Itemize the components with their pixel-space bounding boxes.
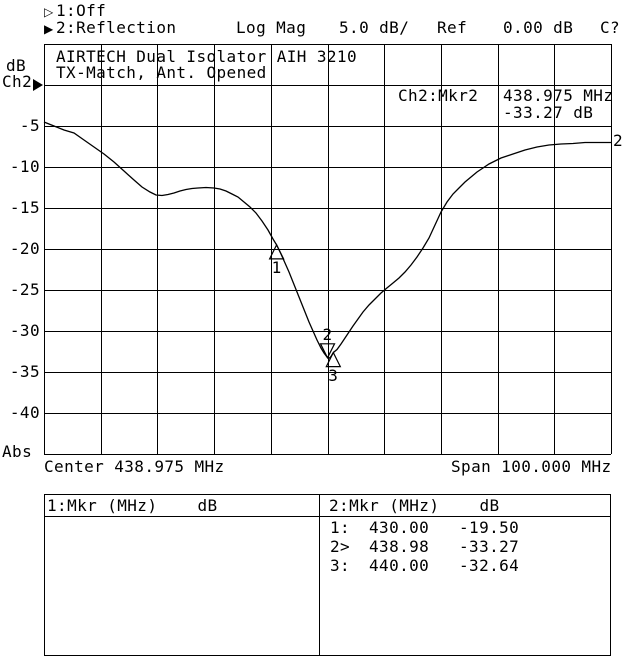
channel-label: Ch2 — [2, 72, 33, 91]
active-marker-symbol — [319, 343, 336, 360]
marker-table-header-underline — [45, 516, 610, 517]
marker-row-level: -19.50 — [459, 518, 520, 537]
marker-table-ch2-header: 2:Mkr (MHz) dB — [329, 496, 500, 515]
y-tick-label: -5 — [19, 116, 40, 135]
marker-table-divider — [319, 495, 320, 655]
marker-row-id: 3: — [330, 556, 351, 575]
center-frequency-label: Center 438.975 MHz — [44, 457, 225, 476]
marker-row-freq: 438.98 — [369, 537, 430, 556]
marker-symbol — [325, 351, 342, 368]
marker-row-level: -33.27 — [459, 537, 520, 556]
marker-row-id: 2> — [330, 537, 351, 556]
trace-number-label: 2 — [613, 131, 624, 150]
active-marker-freq: 438.975 MHz — [503, 86, 614, 105]
ch2-format-label: Log Mag — [236, 18, 307, 37]
ch1-state-label: 1:Off — [56, 1, 107, 20]
span-label: Span 100.000 MHz — [451, 457, 612, 476]
ch2-measure-label: 2:Reflection — [56, 18, 177, 37]
y-tick-label: -30 — [9, 321, 40, 340]
marker-row-level: -32.64 — [459, 556, 520, 575]
marker-row-freq: 440.00 — [369, 556, 430, 575]
trace-ch2 — [43, 121, 611, 359]
marker-row-id: 1: — [330, 518, 351, 537]
cal-status: C? — [600, 18, 621, 37]
ch1-state-icon: ▷ — [44, 5, 54, 19]
abs-mode-label: Abs — [2, 442, 33, 461]
marker-digit: 1 — [271, 257, 282, 277]
y-tick-label: -35 — [9, 362, 40, 381]
marker-table-ch1-header: 1:Mkr (MHz) dB — [47, 496, 218, 515]
marker-table: 1:Mkr (MHz) dB 2:Mkr (MHz) dB 1: 430.00 … — [44, 494, 611, 656]
ref-value: 0.00 dB — [503, 18, 574, 37]
y-tick-label: -20 — [9, 239, 40, 258]
marker-digit: 3 — [328, 365, 339, 385]
y-tick-label: -40 — [9, 403, 40, 422]
y-tick-label: -10 — [9, 157, 40, 176]
marker-digit: 2 — [322, 324, 333, 344]
ch2-active-icon: ▶ — [44, 22, 54, 36]
marker-symbol — [268, 243, 285, 260]
active-marker-level: -33.27 dB — [503, 103, 594, 122]
y-axis-unit: dB — [6, 56, 27, 75]
active-marker-label: Ch2:Mkr2 — [398, 86, 479, 105]
ref-label: Ref — [437, 18, 468, 37]
ref-level-pointer-icon — [33, 79, 43, 91]
ch2-scale-value: 5.0 dB/ — [339, 18, 410, 37]
y-tick-label: -25 — [9, 280, 40, 299]
measurement-title-line1: AIRTECH Dual Isolator AIH 3210 — [56, 47, 357, 66]
y-tick-label: -15 — [9, 198, 40, 217]
marker-row-freq: 430.00 — [369, 518, 430, 537]
measurement-title-line2: TX-Match, Ant. Opened — [56, 63, 267, 82]
